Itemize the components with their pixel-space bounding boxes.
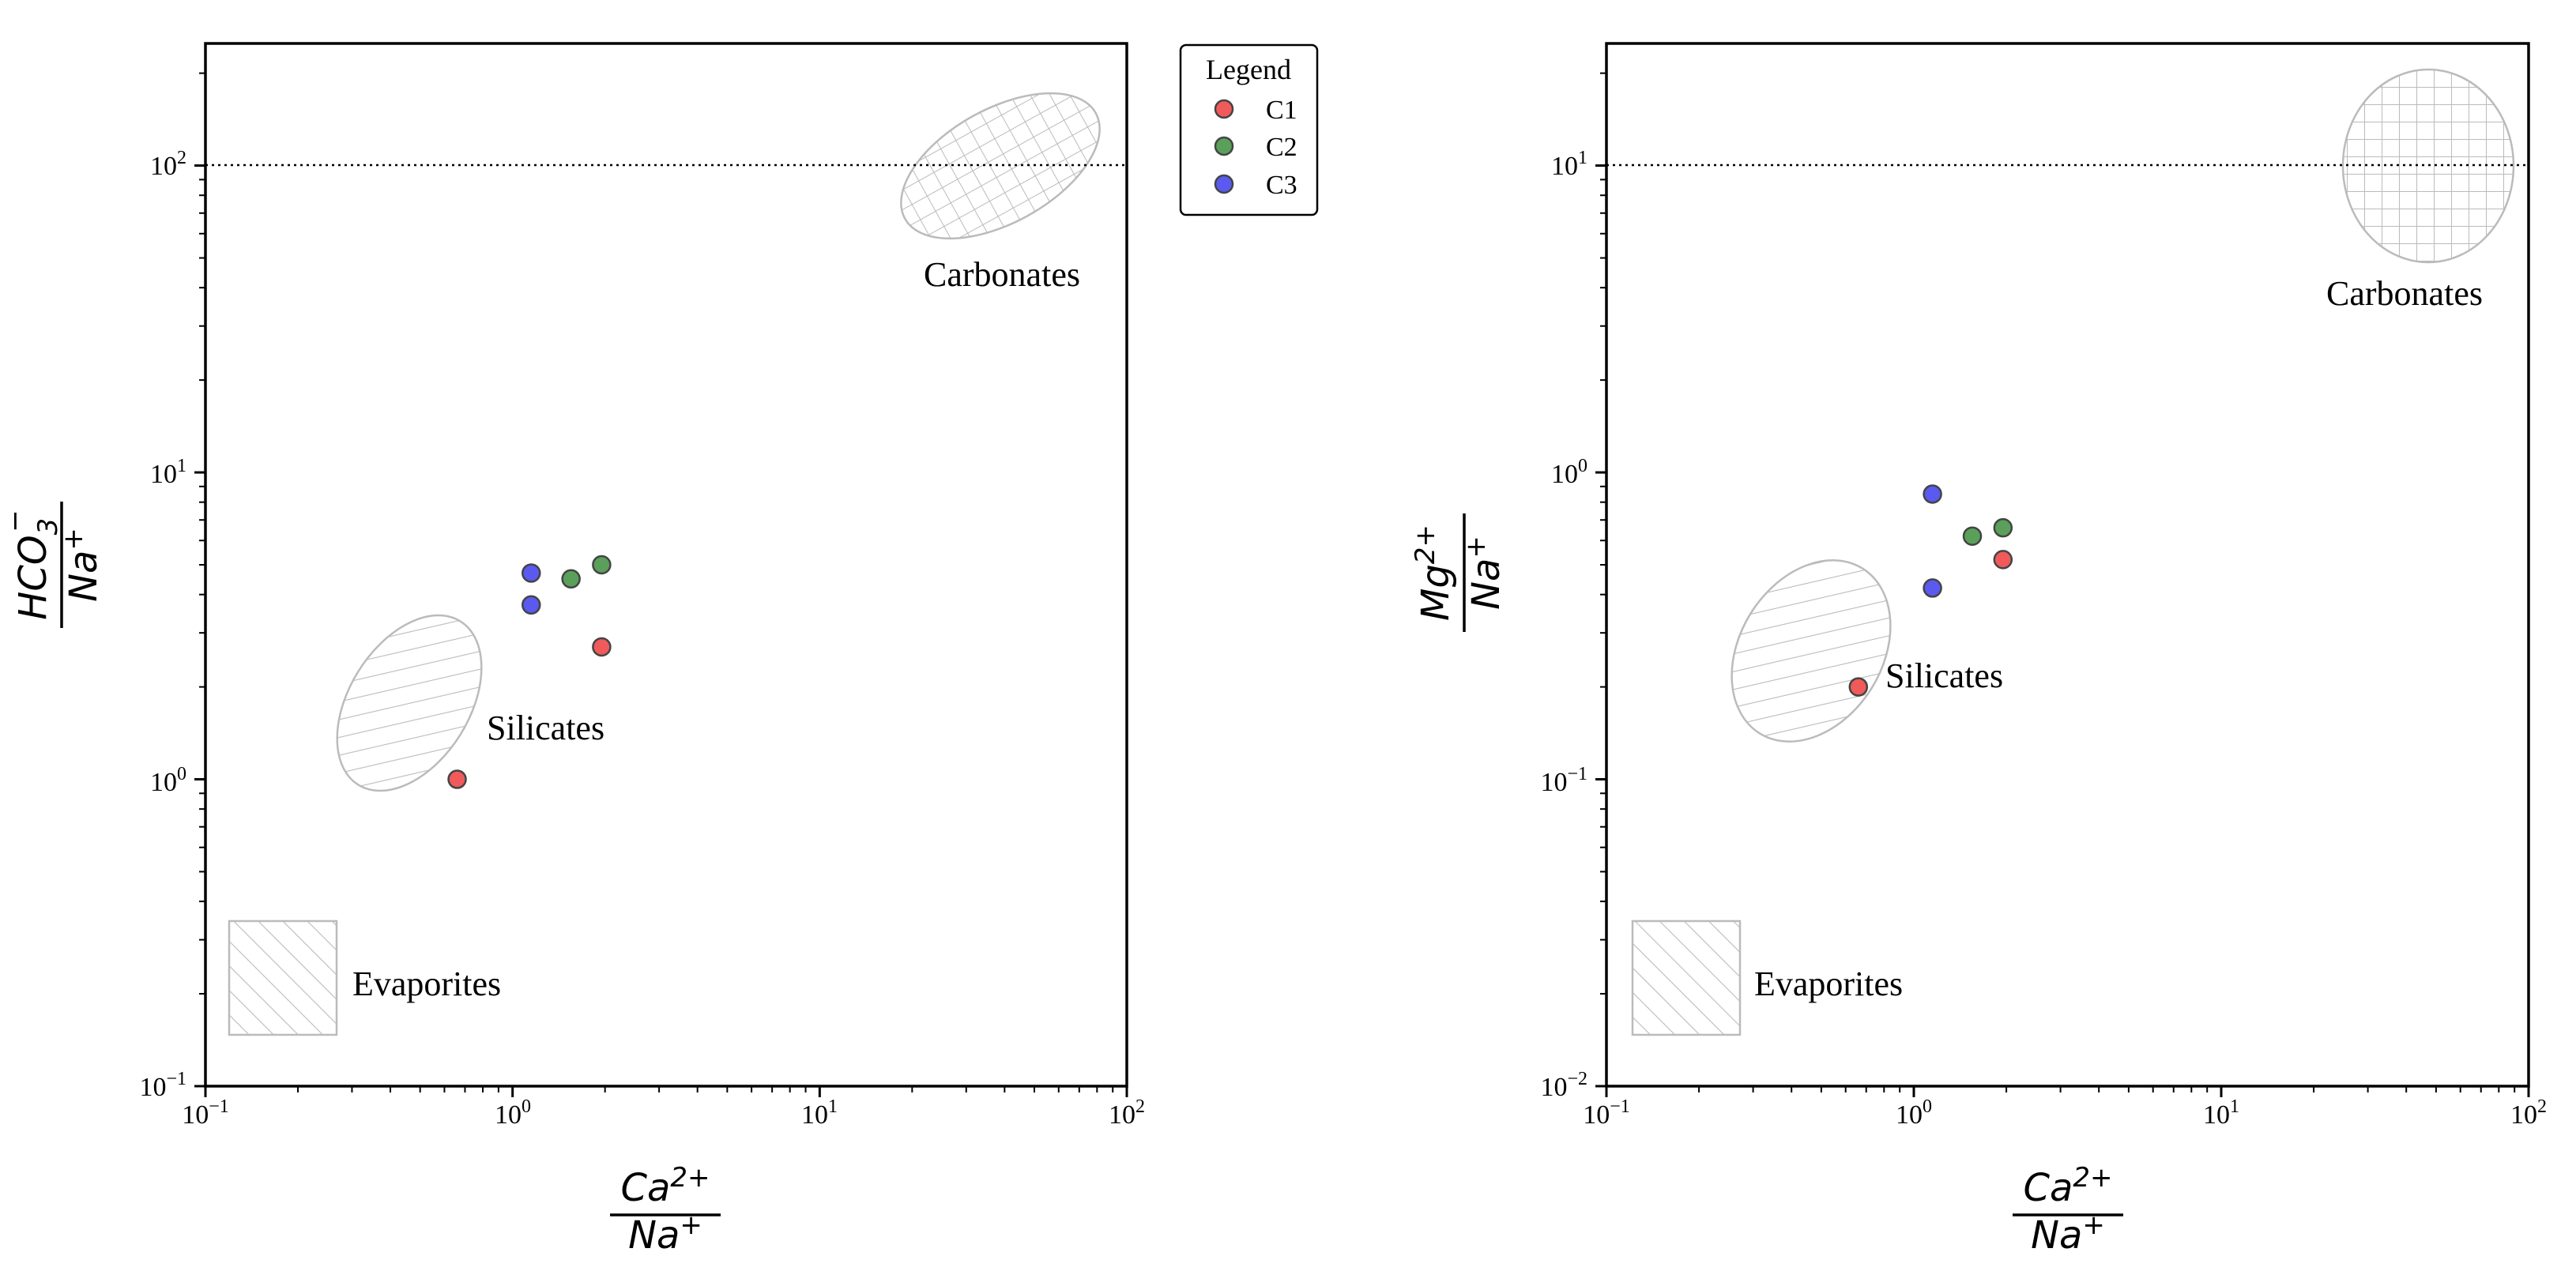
y-axis-label: HCO3− Na+	[0, 502, 106, 628]
x-tick-label: 100	[495, 1096, 531, 1130]
panel-hco3-vs-ca: Carbonates Silicates Evaporites 10−1 100…	[0, 42, 1145, 1258]
legend-box	[1179, 43, 1319, 216]
svg-text:Ca2+: Ca2+	[2023, 1162, 2112, 1210]
region-carbonates	[900, 92, 1101, 240]
panel-mg-vs-ca: Carbonates Silicates Evaporites 10−1 100…	[1410, 42, 2547, 1258]
y-tick-label: 101	[1551, 148, 1587, 181]
y-tick-label: 100	[150, 764, 186, 797]
silicates-label: Silicates	[1885, 656, 2003, 695]
data-point-c3	[1923, 484, 1942, 504]
x-tick-label: 102	[1109, 1096, 1145, 1130]
region-evaporites	[1631, 919, 1742, 1036]
y-tick-label: 10−1	[139, 1069, 186, 1102]
data-point-c1	[1993, 550, 2013, 570]
region-silicates	[336, 614, 483, 792]
data-point-c1	[1848, 677, 1869, 697]
legend-label-c3: C3	[1266, 171, 1297, 200]
y-tick-label: 10−1	[1540, 764, 1587, 797]
data-point-c3	[1923, 578, 1942, 598]
data-point-c3	[522, 595, 541, 615]
svg-text:Ca2+: Ca2+	[620, 1162, 710, 1210]
data-point-c3	[522, 563, 541, 583]
svg-text:Na+: Na+	[628, 1209, 702, 1258]
x-tick-label: 10−1	[182, 1096, 229, 1130]
x-axis-label: Ca2+ Na+	[2013, 1162, 2123, 1258]
svg-text:Na+: Na+	[2031, 1209, 2105, 1258]
evaporites-label: Evaporites	[352, 965, 501, 1003]
data-points	[447, 555, 612, 789]
x-tick-label: 102	[2510, 1096, 2547, 1130]
region-evaporites	[228, 919, 338, 1036]
data-point-c2	[1993, 517, 2013, 538]
x-tick-label: 101	[801, 1096, 838, 1130]
data-point-c2	[1962, 526, 1983, 546]
y-tick-label: 101	[150, 456, 186, 489]
evaporites-label: Evaporites	[1754, 965, 1903, 1003]
y-tick-label: 100	[1551, 456, 1587, 489]
x-axis-label: Ca2+ Na+	[610, 1162, 721, 1258]
y-tick-label: 102	[150, 148, 186, 181]
silicates-label: Silicates	[487, 709, 604, 747]
x-tick-label: 101	[2203, 1096, 2239, 1130]
legend-marker-c1	[1214, 99, 1234, 119]
carbonates-label: Carbonates	[924, 255, 1080, 294]
carbonates-label: Carbonates	[2326, 274, 2483, 313]
data-points	[1848, 484, 2013, 697]
region-silicates	[1731, 559, 1892, 743]
data-point-c1	[592, 637, 612, 657]
data-point-c1	[447, 769, 467, 789]
axis-ticks	[194, 72, 1128, 1097]
data-point-c2	[561, 569, 581, 589]
legend-label-c2: C2	[1266, 133, 1297, 162]
legend-label-c1: C1	[1266, 96, 1297, 125]
axis-ticks	[1595, 72, 2530, 1097]
svg-text:HCO3−: HCO3−	[0, 510, 64, 620]
legend-marker-c3	[1214, 174, 1234, 194]
legend-title: Legend	[1206, 54, 1291, 85]
y-axis-label: Mg2+ Na+	[1410, 513, 1508, 632]
svg-text:Mg2+: Mg2+	[1410, 525, 1458, 621]
y-tick-label: 10−2	[1540, 1069, 1587, 1102]
x-tick-label: 100	[1896, 1096, 1932, 1130]
svg-text:Na+: Na+	[58, 528, 106, 602]
data-point-c2	[592, 555, 612, 575]
svg-text:Na+: Na+	[1460, 536, 1508, 610]
x-tick-label: 10−1	[1583, 1096, 1630, 1130]
legend-marker-c2	[1214, 136, 1234, 156]
legend: Legend C1 C2 C3	[1179, 43, 1319, 216]
